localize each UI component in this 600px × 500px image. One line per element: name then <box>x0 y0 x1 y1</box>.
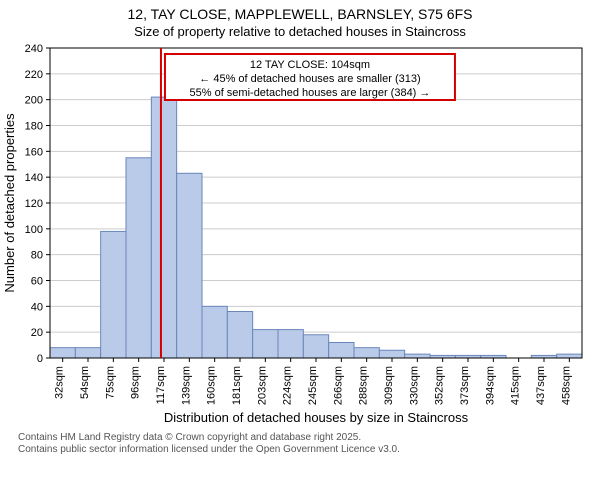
chart-title-block: 12, TAY CLOSE, MAPPLEWELL, BARNSLEY, S75… <box>0 0 600 40</box>
histogram-bar <box>202 306 227 358</box>
x-tick-label: 373sqm <box>459 366 471 405</box>
y-tick-label: 140 <box>25 172 43 184</box>
histogram-bar <box>75 347 100 357</box>
x-tick-label: 394sqm <box>484 366 496 405</box>
x-tick-label: 117sqm <box>155 366 167 404</box>
x-tick-label: 288sqm <box>358 366 370 405</box>
y-tick-label: 240 <box>25 43 43 55</box>
histogram-bar <box>50 347 75 357</box>
y-tick-label: 180 <box>25 120 43 132</box>
footer-line-1: Contains HM Land Registry data © Crown c… <box>18 432 600 445</box>
x-tick-label: 181sqm <box>231 366 243 405</box>
histogram-bar <box>177 173 202 358</box>
x-tick-label: 224sqm <box>282 366 294 405</box>
x-tick-label: 437sqm <box>535 366 547 405</box>
y-tick-label: 160 <box>25 146 43 158</box>
x-tick-label: 75sqm <box>104 366 116 399</box>
title-line-1: 12, TAY CLOSE, MAPPLEWELL, BARNSLEY, S75… <box>0 6 600 24</box>
x-tick-label: 330sqm <box>408 366 420 405</box>
x-tick-label: 309sqm <box>383 366 395 405</box>
x-tick-label: 139sqm <box>180 366 192 405</box>
y-tick-label: 200 <box>25 94 43 106</box>
x-tick-label: 32sqm <box>54 366 66 399</box>
y-tick-label: 80 <box>31 249 43 261</box>
attribution-footer: Contains HM Land Registry data © Crown c… <box>0 432 600 457</box>
histogram-bar <box>253 329 278 357</box>
x-tick-label: 203sqm <box>256 366 268 405</box>
histogram-bar <box>151 97 176 358</box>
annotation-line-2: ← 45% of detached houses are smaller (31… <box>199 73 420 85</box>
y-axis-label: Number of detached properties <box>2 113 17 293</box>
annotation-line-1: 12 TAY CLOSE: 104sqm <box>250 59 370 71</box>
y-tick-label: 40 <box>31 301 43 313</box>
y-tick-label: 100 <box>25 224 43 236</box>
annotation-line-3: 55% of semi-detached houses are larger (… <box>190 87 431 99</box>
histogram-bar <box>557 354 582 358</box>
y-tick-label: 120 <box>25 198 43 210</box>
histogram-bar <box>379 350 404 358</box>
x-tick-label: 266sqm <box>332 366 344 405</box>
x-tick-label: 160sqm <box>206 366 218 405</box>
y-tick-label: 60 <box>31 275 43 287</box>
histogram-bar <box>303 335 328 358</box>
histogram-bar <box>329 342 354 358</box>
footer-line-2: Contains public sector information licen… <box>18 444 600 457</box>
x-tick-label: 54sqm <box>79 366 91 399</box>
histogram-bar <box>101 231 126 358</box>
x-tick-label: 352sqm <box>434 366 446 405</box>
y-tick-label: 220 <box>25 69 43 81</box>
y-tick-label: 0 <box>37 353 43 365</box>
histogram-bar <box>354 347 379 357</box>
histogram-chart: 0 20 40 60 80 100 120 140 160 180 200 220 240 32sqm 54… <box>0 40 600 432</box>
histogram-bar <box>227 311 252 358</box>
y-tick-label: 20 <box>31 327 43 339</box>
x-tick-label: 96sqm <box>130 366 142 399</box>
histogram-bar <box>126 158 151 358</box>
x-tick-label: 415sqm <box>510 366 522 405</box>
x-axis-label: Distribution of detached houses by size … <box>164 410 469 425</box>
histogram-bar <box>278 329 303 357</box>
title-line-2: Size of property relative to detached ho… <box>0 24 600 40</box>
histogram-bar <box>405 354 430 358</box>
x-tick-label: 245sqm <box>307 366 319 405</box>
chart-container: 0 20 40 60 80 100 120 140 160 180 200 220 240 32sqm 54… <box>0 40 600 432</box>
x-tick-label: 458sqm <box>560 366 572 405</box>
